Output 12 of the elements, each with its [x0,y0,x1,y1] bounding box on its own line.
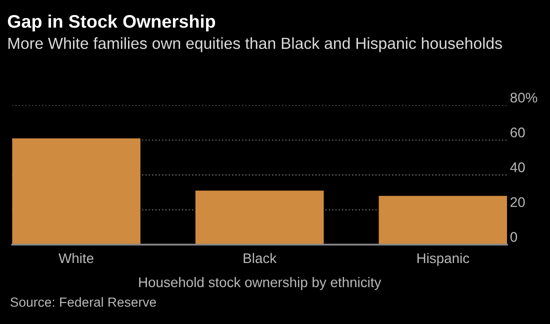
y-tick-label: 40 [510,162,525,172]
source-note: Source: Federal Reserve [10,297,156,307]
chart-subtitle: More White families own equities than Black and Hispanic households [8,37,502,52]
y-tick-label: 20 [510,197,525,208]
x-axis-title: Household stock ownership by ethnicity [139,277,382,290]
y-tick-label: 80% [510,92,538,103]
x-tick-label: Black [244,252,277,264]
x-tick-label: White [58,252,94,264]
y-tick-label: 60 [510,128,525,138]
chart-title: Gap in Stock Ownership [8,14,216,32]
y-tick-label: 0 [510,232,518,242]
x-tick-label: Hispanic [417,252,470,266]
